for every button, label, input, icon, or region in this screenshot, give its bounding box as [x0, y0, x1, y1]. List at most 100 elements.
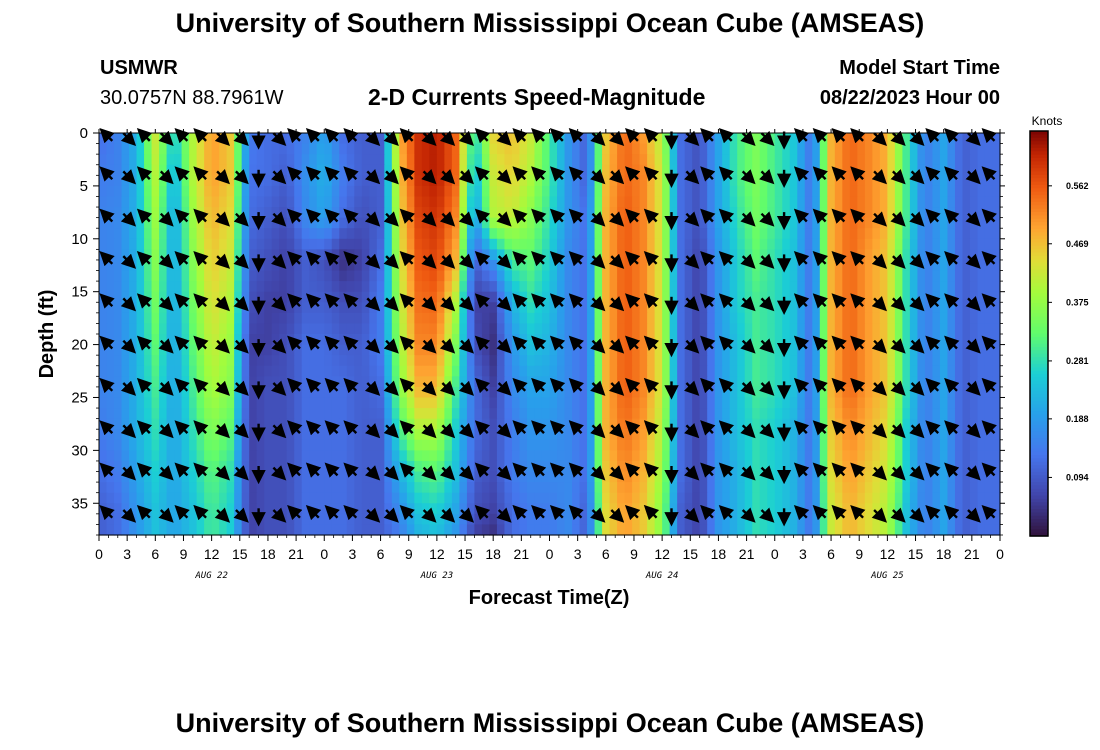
heatmap-cell	[864, 154, 873, 166]
heatmap-cell	[842, 376, 851, 388]
heatmap-cell	[887, 228, 896, 240]
heatmap-cell	[924, 397, 934, 409]
current-vector-arrow	[99, 251, 115, 267]
heatmap-cell	[849, 482, 858, 494]
heatmap-cell	[106, 397, 115, 409]
heatmap-cell	[504, 154, 513, 166]
heatmap-cell	[129, 334, 138, 346]
heatmap-cell	[984, 154, 994, 166]
heatmap-cell	[144, 323, 153, 335]
heatmap-cell	[489, 376, 498, 388]
heatmap-cell	[361, 270, 370, 282]
heatmap-cell	[579, 503, 588, 515]
heatmap-cell	[331, 238, 340, 250]
heatmap-cell	[812, 217, 821, 229]
heatmap-cell	[977, 238, 986, 250]
heatmap-cell	[129, 238, 138, 250]
heatmap-cell	[992, 228, 1001, 240]
heatmap-cell	[924, 154, 934, 166]
heatmap-cell	[969, 323, 979, 335]
current-vector-arrow	[439, 507, 456, 523]
heatmap-cell	[639, 471, 648, 483]
current-vector-arrow	[890, 296, 906, 312]
current-vector-arrow	[324, 208, 340, 224]
heatmap-cell	[842, 439, 851, 451]
heatmap-cell	[451, 344, 460, 356]
heatmap-cell	[714, 207, 723, 219]
heatmap-cell	[624, 450, 633, 462]
heatmap-cell	[241, 154, 250, 166]
heatmap-cell	[699, 355, 708, 367]
heatmap-cell	[421, 355, 430, 367]
heatmap-cell	[226, 133, 235, 145]
heatmap-cell	[699, 238, 708, 250]
heatmap-cell	[624, 259, 633, 272]
heatmap-cell	[114, 397, 123, 409]
heatmap-cell	[767, 185, 776, 198]
heatmap-cell	[594, 397, 603, 409]
heatmap-cell	[722, 524, 731, 536]
heatmap-cell	[602, 238, 611, 250]
heatmap-cell	[677, 355, 686, 367]
current-vector-arrow	[512, 420, 528, 436]
heatmap-cell	[324, 439, 333, 451]
heatmap-cell	[399, 228, 408, 240]
heatmap-cell	[324, 323, 333, 335]
heatmap-cell	[879, 270, 888, 282]
heatmap-cell	[136, 471, 145, 483]
current-vector-arrow	[684, 211, 700, 227]
heatmap-cell	[309, 482, 318, 494]
heatmap-cell	[782, 185, 791, 198]
current-vector-arrow	[214, 253, 231, 269]
heatmap-cell	[857, 228, 866, 240]
heatmap-cell	[549, 281, 558, 293]
heatmap-cell	[789, 207, 798, 219]
heatmap-cell	[714, 291, 723, 303]
current-vector-arrow	[458, 130, 474, 146]
heatmap-cell	[519, 143, 528, 155]
heatmap-cell	[669, 207, 678, 219]
heatmap-cell	[992, 291, 1001, 303]
heatmap-cell	[99, 365, 108, 377]
heatmap-cell	[151, 386, 160, 399]
heatmap-cell	[391, 238, 400, 250]
heatmap-cell	[969, 228, 979, 240]
heatmap-cell	[249, 376, 258, 388]
current-vector-arrow	[458, 380, 474, 396]
heatmap-cell	[286, 175, 295, 187]
current-vector-arrow	[474, 420, 491, 436]
heatmap-cell	[939, 291, 949, 303]
heatmap-cell	[812, 238, 821, 250]
heatmap-cell	[669, 164, 678, 176]
heatmap-cell	[819, 450, 828, 462]
heatmap-cell	[564, 228, 573, 240]
heatmap-cell	[962, 143, 971, 155]
heatmap-cell	[804, 228, 813, 240]
heatmap-cell	[384, 196, 393, 208]
heatmap-cell	[737, 365, 746, 377]
heatmap-cell	[932, 397, 941, 409]
heatmap-cell	[526, 323, 536, 335]
heatmap-cell	[331, 450, 340, 462]
current-vector-arrow	[831, 504, 847, 521]
heatmap-cell	[204, 460, 213, 473]
heatmap-cell	[692, 450, 701, 462]
heatmap-cell	[429, 281, 438, 293]
heatmap-cell	[887, 175, 896, 187]
heatmap-cell	[902, 397, 911, 409]
heatmap-cell	[114, 323, 123, 335]
heatmap-cell	[759, 355, 768, 367]
heatmap-cell	[797, 281, 806, 293]
heatmap-cell	[834, 408, 843, 420]
heatmap-cell	[549, 397, 558, 409]
heatmap-cell	[819, 323, 828, 335]
heatmap-cell	[99, 270, 108, 282]
heatmap-cell	[654, 355, 663, 367]
heatmap-cell	[639, 312, 648, 325]
heatmap-cell	[947, 281, 956, 293]
heatmap-cell	[857, 524, 866, 536]
heatmap-cell	[722, 154, 731, 166]
heatmap-cell	[511, 513, 521, 526]
heatmap-cell	[977, 185, 986, 198]
heatmap-cell	[729, 164, 738, 176]
